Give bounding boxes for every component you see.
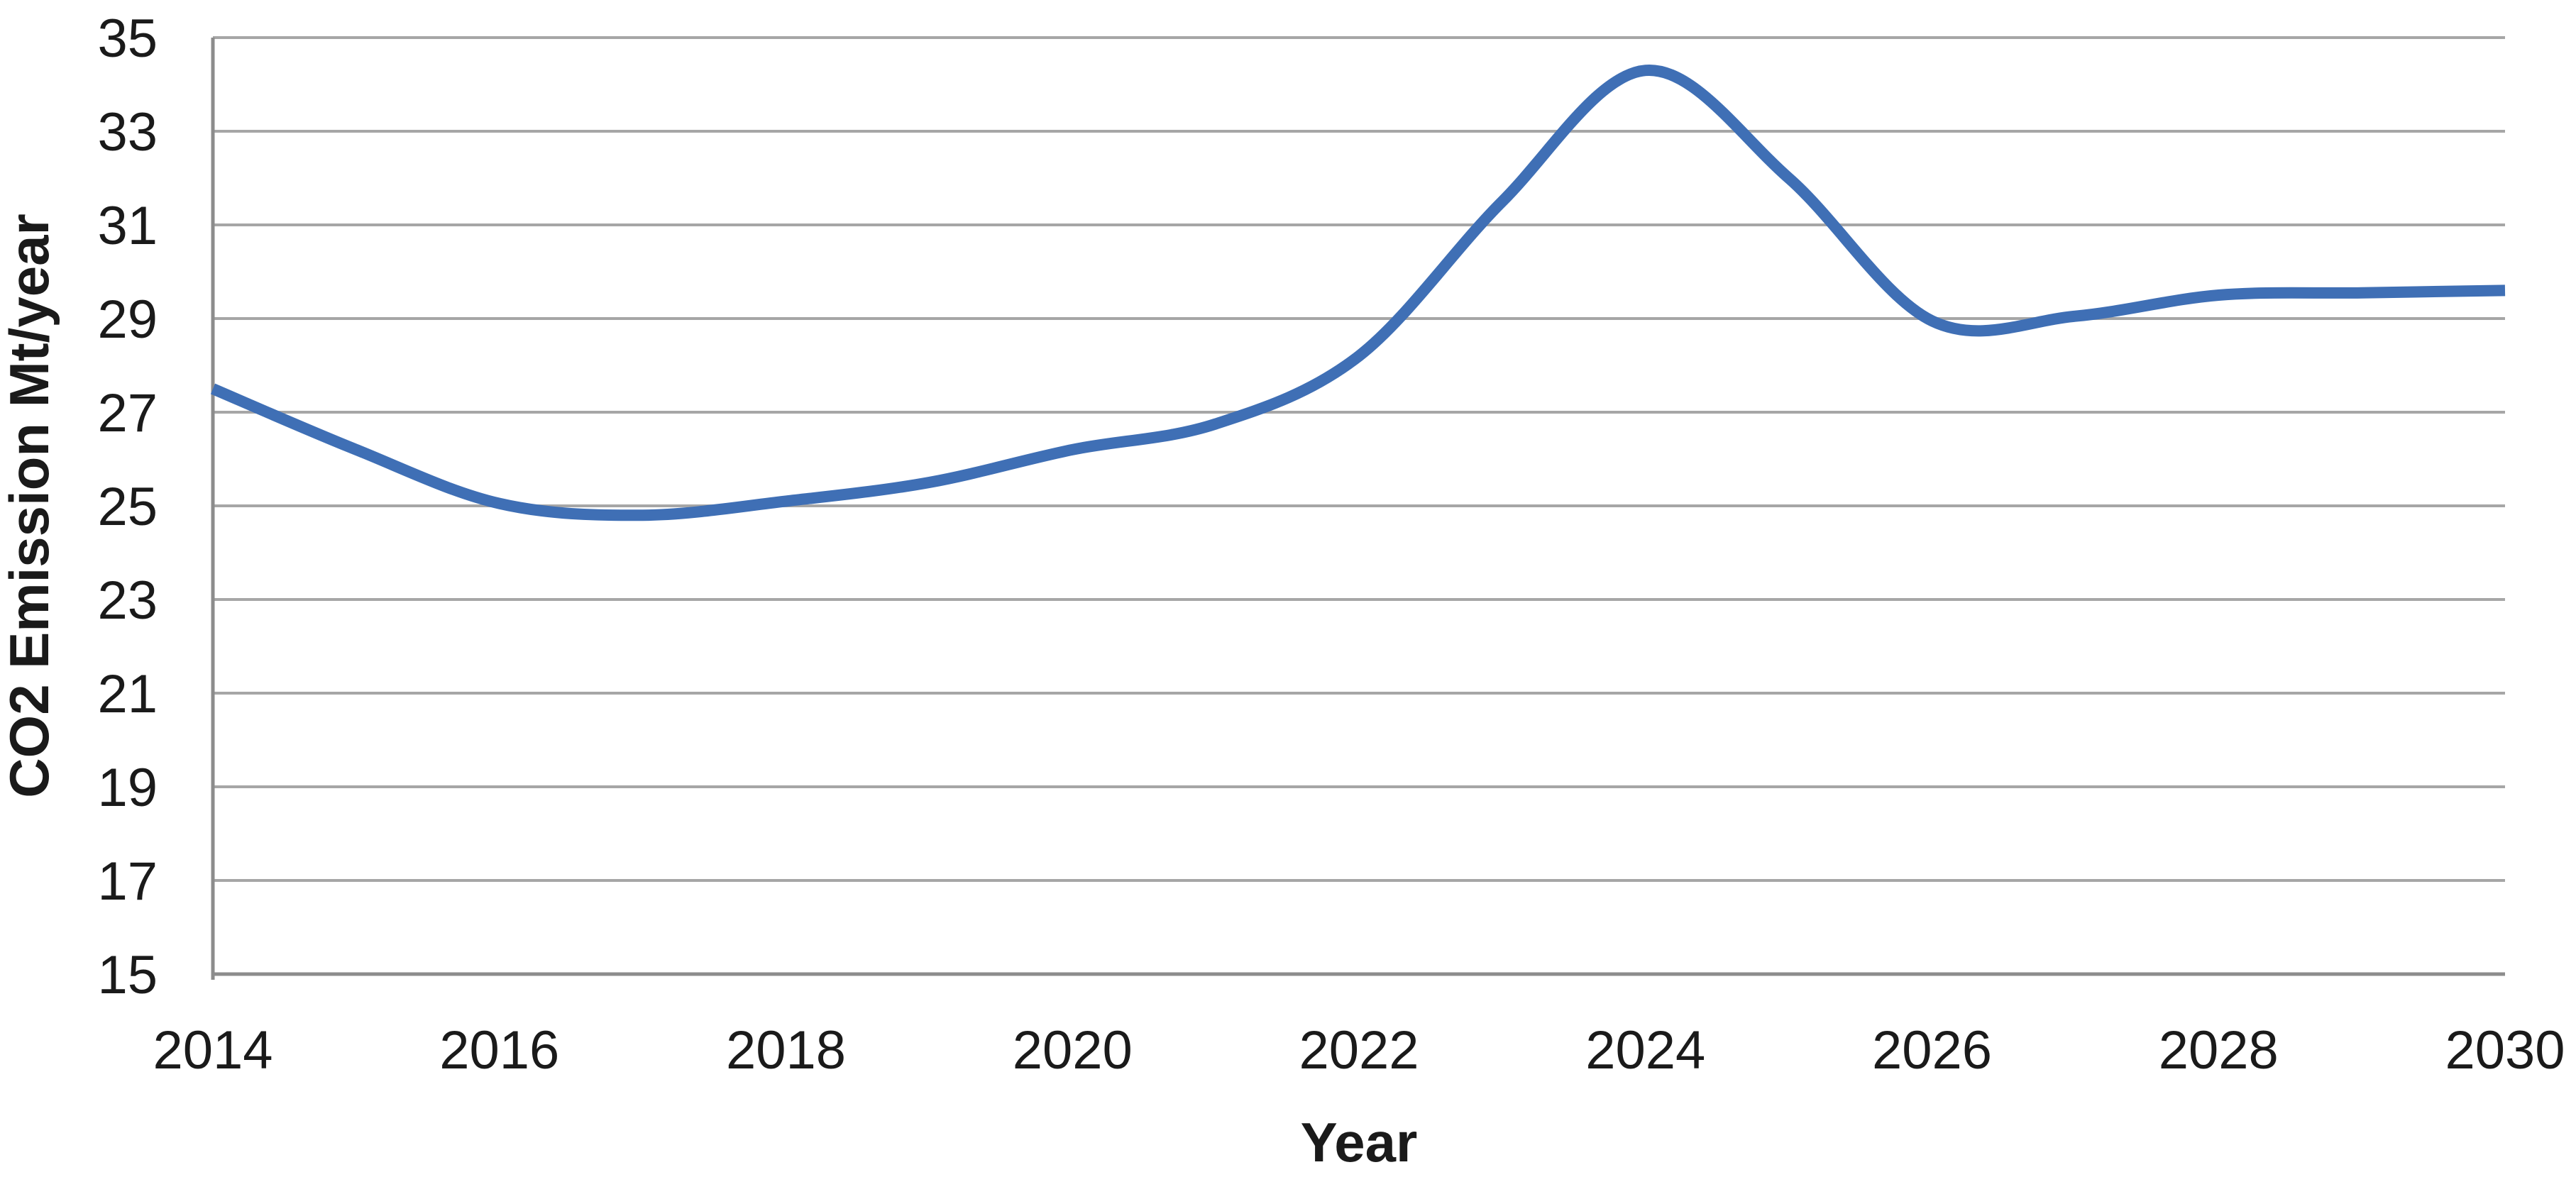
x-tick-label: 2024 — [1585, 1020, 1705, 1081]
y-tick-label: 33 — [97, 102, 158, 162]
x-tick-label: 2022 — [1299, 1020, 1419, 1081]
y-axis-title: CO2 Emission Mt/year — [0, 214, 60, 798]
y-axis-tick-labels: 15 17 19 21 23 25 27 29 31 33 35 — [97, 9, 158, 1005]
y-tick-label: 17 — [97, 851, 158, 912]
x-axis-tick-labels: 2014 2016 2018 2020 2022 2024 2026 2028 2030 — [153, 1020, 2565, 1081]
y-tick-label: 35 — [97, 9, 158, 69]
axis-lines — [211, 38, 2505, 980]
x-axis-title: Year — [1301, 1111, 1418, 1173]
y-tick-label: 31 — [97, 196, 158, 256]
y-tick-label: 29 — [97, 289, 158, 350]
y-tick-label: 21 — [97, 664, 158, 724]
y-tick-label: 27 — [97, 383, 158, 443]
x-tick-label: 2030 — [2445, 1020, 2565, 1081]
x-tick-label: 2016 — [439, 1020, 559, 1081]
gridlines — [213, 36, 2505, 882]
y-tick-label: 25 — [97, 477, 158, 537]
x-tick-label: 2014 — [153, 1020, 273, 1081]
y-tick-label: 15 — [97, 945, 158, 1005]
y-tick-label: 23 — [97, 570, 158, 631]
y-tick-label: 19 — [97, 758, 158, 818]
x-tick-label: 2020 — [1013, 1020, 1133, 1081]
x-tick-label: 2026 — [1872, 1020, 1992, 1081]
co2-emission-series-line — [210, 65, 2506, 521]
x-tick-label: 2018 — [726, 1020, 846, 1081]
x-tick-label: 2028 — [2159, 1020, 2279, 1081]
